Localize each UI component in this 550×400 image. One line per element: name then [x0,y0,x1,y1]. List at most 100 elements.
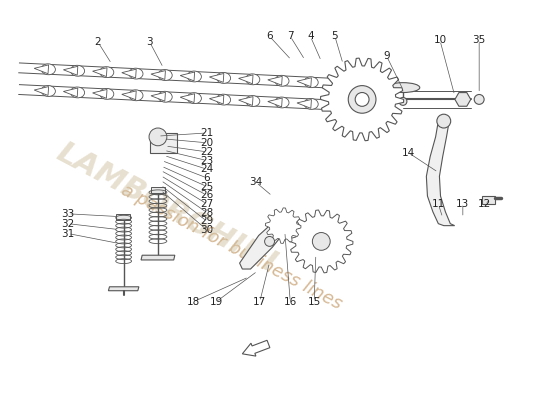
Text: 5: 5 [332,31,338,41]
Text: 17: 17 [253,297,266,307]
Text: 27: 27 [200,199,213,209]
Ellipse shape [246,96,260,106]
Polygon shape [151,71,166,80]
Polygon shape [210,95,224,104]
Polygon shape [268,98,282,107]
Circle shape [474,94,484,104]
Text: 22: 22 [200,147,213,157]
Text: a passion for business lines: a passion for business lines [118,181,345,313]
Text: 28: 28 [200,208,213,218]
Polygon shape [141,255,175,260]
Text: 29: 29 [200,216,213,226]
Circle shape [348,86,376,113]
Polygon shape [239,75,253,84]
Text: 12: 12 [478,199,491,209]
Text: 24: 24 [200,164,213,174]
Text: 26: 26 [200,190,213,200]
Polygon shape [122,91,136,100]
Text: 7: 7 [287,31,294,41]
Polygon shape [240,216,292,269]
Ellipse shape [275,75,289,86]
Text: 4: 4 [307,31,314,41]
Ellipse shape [304,98,318,109]
Text: 3: 3 [146,37,153,47]
Ellipse shape [129,90,143,101]
Polygon shape [297,100,311,108]
Text: 34: 34 [249,177,262,187]
Polygon shape [151,92,166,101]
Polygon shape [180,94,195,102]
Polygon shape [180,72,195,81]
Polygon shape [210,74,224,82]
Text: 14: 14 [402,148,415,158]
Polygon shape [63,88,78,97]
Polygon shape [34,65,48,74]
Ellipse shape [304,77,318,88]
Polygon shape [63,66,78,75]
Ellipse shape [158,70,172,80]
Text: 21: 21 [200,128,213,138]
Text: 2: 2 [95,37,101,47]
Circle shape [355,92,369,106]
Text: 31: 31 [62,228,75,238]
Text: 10: 10 [433,35,447,45]
Polygon shape [297,78,311,87]
Text: 15: 15 [307,297,321,307]
Polygon shape [290,210,353,273]
Text: 6: 6 [204,173,210,183]
Ellipse shape [70,65,85,76]
Polygon shape [92,68,107,76]
Circle shape [340,78,384,121]
Circle shape [399,98,407,105]
Text: 35: 35 [472,35,486,45]
Text: 9: 9 [383,51,390,61]
Ellipse shape [246,74,260,85]
Ellipse shape [70,87,85,98]
Bar [116,214,130,220]
Polygon shape [426,121,455,226]
Ellipse shape [275,97,289,108]
Polygon shape [455,92,471,106]
Ellipse shape [187,93,201,104]
Circle shape [312,232,330,250]
Ellipse shape [187,71,201,82]
Ellipse shape [100,67,114,78]
Polygon shape [321,58,404,141]
Polygon shape [265,208,301,243]
Circle shape [437,114,450,128]
Circle shape [265,236,274,246]
Text: 33: 33 [62,209,75,219]
Bar [150,133,178,153]
Ellipse shape [217,72,230,83]
Circle shape [275,218,291,234]
Text: 18: 18 [186,297,200,307]
Text: 6: 6 [266,31,273,41]
Bar [151,186,165,192]
Polygon shape [239,97,253,106]
Ellipse shape [158,91,172,102]
Polygon shape [482,196,496,204]
Ellipse shape [100,88,114,99]
Polygon shape [108,287,139,291]
Circle shape [305,226,337,257]
Polygon shape [92,90,107,98]
Text: 20: 20 [200,138,213,148]
Ellipse shape [386,83,420,92]
FancyArrow shape [243,340,270,356]
Ellipse shape [41,86,56,96]
Text: 11: 11 [432,199,445,209]
Circle shape [149,128,167,146]
Text: 13: 13 [456,199,470,209]
Ellipse shape [129,68,143,79]
Polygon shape [122,69,136,78]
Text: 19: 19 [210,297,223,307]
Ellipse shape [41,64,56,75]
Text: LAMBORGHINI: LAMBORGHINI [51,138,281,278]
Polygon shape [268,76,282,85]
Text: 23: 23 [200,156,213,166]
Text: 16: 16 [284,297,297,307]
Text: 25: 25 [200,182,213,192]
Ellipse shape [217,94,230,105]
Text: 32: 32 [62,219,75,229]
Text: 30: 30 [200,225,213,235]
